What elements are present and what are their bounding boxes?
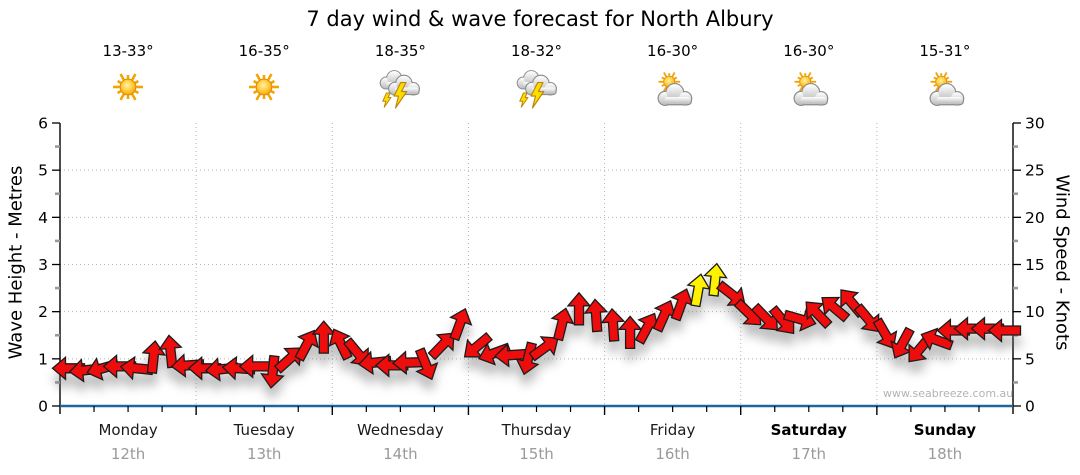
left-axis-tick-label: 0 — [38, 398, 48, 416]
day-name: Wednesday — [356, 421, 444, 439]
day-label: Saturday 17th — [741, 421, 877, 463]
day-name: Tuesday — [233, 421, 295, 439]
wind-arrow — [294, 329, 319, 362]
sunny-icon — [240, 63, 288, 111]
partly-cloudy-icon — [649, 63, 697, 111]
day-label: Tuesday 13th — [196, 421, 332, 463]
left-axis-tick-label: 5 — [38, 162, 48, 180]
day-date: 15th — [519, 445, 554, 463]
wind-arrow — [750, 302, 779, 331]
right-axis-tick-label: 10 — [1025, 303, 1045, 321]
day-column: 13-33° — [60, 42, 196, 115]
storm-icon — [513, 63, 561, 111]
wind-arrow — [238, 353, 273, 379]
right-axis-title: Wind Speed - Knots — [1051, 174, 1073, 351]
wind-arrow — [528, 336, 559, 362]
storm-icon — [376, 63, 424, 111]
day-label: Friday 16th — [605, 421, 741, 463]
wind-arrow — [550, 307, 575, 342]
day-name: Saturday — [770, 421, 847, 439]
left-axis-tick-label: 4 — [38, 209, 48, 227]
wind-arrow — [652, 299, 677, 333]
right-axis-tick-label: 20 — [1025, 209, 1045, 227]
wind-arrow — [328, 328, 353, 361]
partly-cloudy-icon — [785, 63, 833, 111]
day-label: Sunday 18th — [877, 421, 1013, 463]
wind-gust-arrow — [703, 262, 728, 297]
temp-range-label: 15-31° — [919, 42, 971, 60]
right-axis-tick-label: 25 — [1025, 162, 1045, 180]
chart-title: 7 day wind & wave forecast for North Alb… — [306, 7, 774, 31]
wind-arrow — [583, 298, 609, 333]
axes-layer: 0 1 2 3 4 5 6 0 5 10 15 20 25 30 — [38, 115, 1045, 416]
day-name: Sunday — [913, 421, 977, 439]
day-date: 14th — [383, 445, 418, 463]
wind-arrow — [600, 307, 626, 342]
wind-arrow — [987, 318, 1022, 343]
wind-arrow-series — [51, 262, 1022, 389]
day-column: 16-30° — [741, 42, 877, 115]
watermark: www.seabreeze.com.au — [883, 387, 1014, 400]
left-axis-tick-label: 6 — [38, 115, 48, 133]
left-axis-title: Wave Height - Metres — [5, 165, 27, 360]
wind-arrow — [890, 326, 915, 359]
temp-range-label: 16-30° — [783, 42, 835, 60]
sunny-icon — [104, 63, 152, 111]
day-date: 12th — [110, 445, 146, 463]
wind-arrow — [566, 291, 592, 326]
day-column: 18-35° — [332, 42, 468, 115]
wind-arrow — [670, 288, 694, 322]
day-column: 16-30° — [605, 42, 741, 115]
temp-range-label: 16-35° — [238, 42, 290, 60]
left-axis-tick-label: 2 — [38, 303, 48, 321]
day-date: 13th — [246, 445, 282, 463]
day-label: Thursday 15th — [469, 421, 605, 463]
wind-arrow — [821, 296, 851, 323]
wind-arrow — [449, 307, 473, 342]
day-column: 16-35° — [196, 42, 332, 115]
day-name: Monday — [98, 421, 158, 439]
wind-arrow — [414, 347, 439, 381]
day-label: Monday 12th — [60, 421, 196, 463]
temp-range-label: 16-30° — [647, 42, 699, 60]
left-axis-tick-label: 3 — [38, 256, 48, 274]
wind-arrow — [311, 320, 337, 354]
wind-arrow — [427, 332, 455, 361]
wind-arrow — [617, 315, 643, 350]
wind-arrow — [494, 342, 528, 368]
right-axis-tick-label: 15 — [1025, 256, 1045, 274]
partly-cloudy-icon — [921, 63, 969, 111]
wind-gust-arrow — [686, 273, 711, 308]
day-column: 18-32° — [469, 42, 605, 115]
temp-range-label: 18-35° — [374, 42, 426, 60]
day-date: 17th — [791, 445, 827, 463]
day-date: 16th — [655, 445, 690, 463]
right-axis-tick-label: 30 — [1025, 115, 1045, 133]
temp-range-label: 13-33° — [102, 42, 154, 60]
day-label: Wednesday 14th — [332, 421, 468, 463]
wind-arrow — [463, 331, 493, 358]
left-axis-tick-label: 1 — [38, 350, 48, 368]
day-column: 15-31° — [877, 42, 1013, 115]
wind-arrow — [853, 303, 880, 333]
day-name: Friday — [649, 421, 696, 439]
right-axis-tick-label: 0 — [1025, 398, 1035, 416]
temp-range-label: 18-32° — [510, 42, 563, 60]
wind-arrow — [805, 301, 833, 330]
right-axis-tick-label: 5 — [1025, 350, 1035, 368]
day-name: Thursday — [501, 421, 572, 439]
day-date: 18th — [927, 445, 963, 463]
